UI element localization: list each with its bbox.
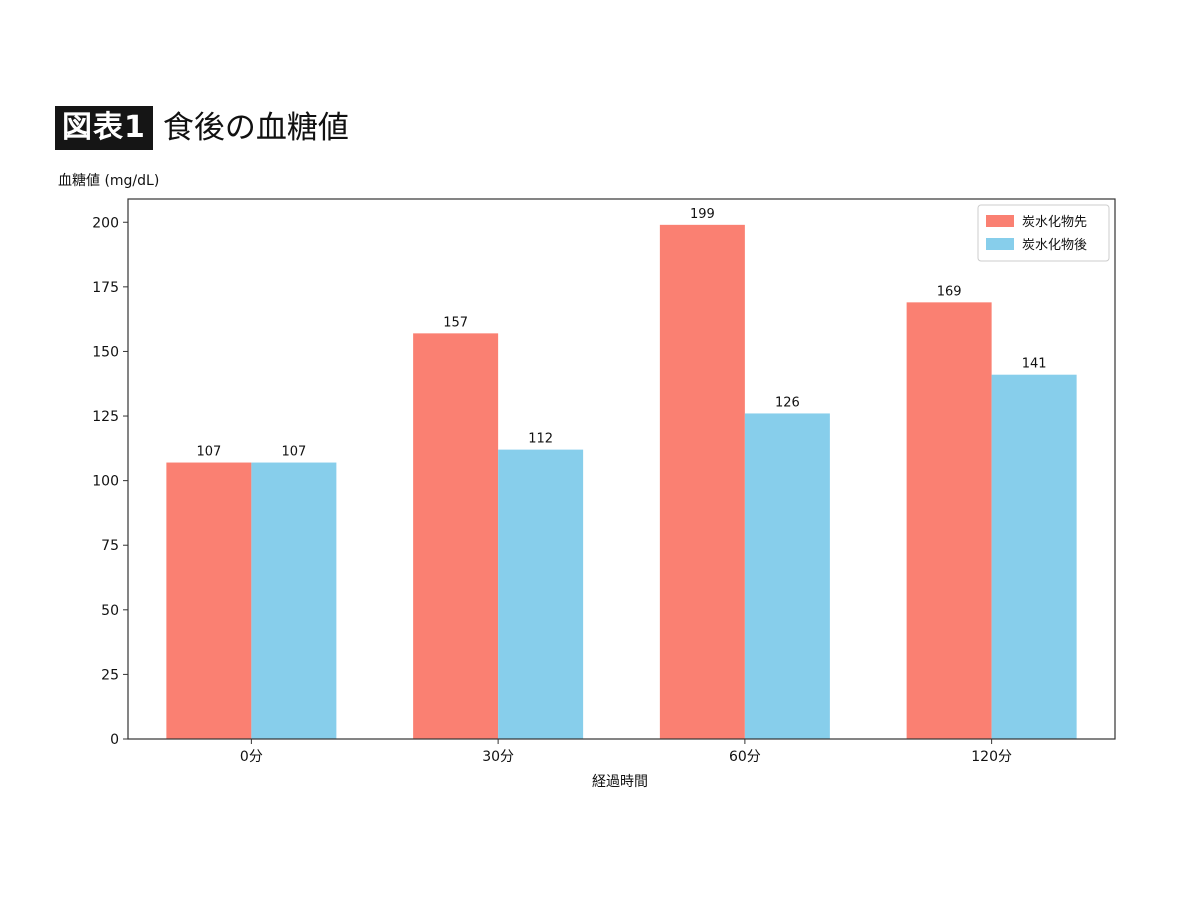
y-tick-label: 0 — [110, 732, 119, 748]
bar-data-label: 199 — [690, 207, 715, 222]
bar-series-2 — [251, 462, 337, 739]
bar-data-label: 107 — [196, 445, 221, 460]
bars-layer — [166, 224, 1077, 739]
bar-series-1 — [166, 462, 252, 739]
bar-data-label: 169 — [937, 284, 962, 299]
y-axis: 0 25 50 75 100 125 150 175 200 — [92, 215, 128, 748]
bar-data-label: 157 — [443, 315, 468, 330]
bar-series-1 — [413, 333, 499, 739]
y-tick-label: 25 — [101, 667, 119, 683]
y-tick-label: 75 — [101, 538, 119, 554]
plot-frame — [127, 198, 1116, 740]
bar-data-label: 141 — [1022, 357, 1047, 372]
bar-series-2 — [991, 374, 1077, 739]
y-tick-label: 175 — [92, 280, 119, 296]
y-tick-label: 50 — [101, 603, 119, 619]
x-tick-label: 30分 — [482, 749, 514, 765]
bar-data-label: 112 — [528, 432, 553, 447]
bar-series-2 — [744, 413, 830, 739]
figure-number-badge: 図表1 — [55, 106, 153, 150]
y-tick-label: 200 — [92, 215, 119, 231]
x-tick-label: 120分 — [971, 749, 1012, 765]
legend-label: 炭水化物先 — [1022, 215, 1087, 230]
x-tick-label: 0分 — [240, 749, 263, 765]
bar-data-label: 107 — [281, 445, 306, 460]
legend-label: 炭水化物後 — [1022, 238, 1087, 253]
data-labels-layer: 107 107 157 112 199 126 169 141 — [196, 207, 1046, 460]
bar-series-2 — [498, 449, 584, 739]
bar-series-1 — [659, 224, 745, 739]
bar-data-label: 126 — [775, 395, 800, 410]
y-tick-label: 150 — [92, 344, 119, 360]
y-tick-label: 100 — [92, 474, 119, 490]
x-axis: 0分 30分 60分 120分 — [240, 739, 1012, 765]
legend-swatch — [986, 215, 1014, 227]
x-tick-label: 60分 — [729, 749, 761, 765]
y-axis-label: 血糖値 (mg/dL) — [58, 173, 159, 189]
x-axis-label: 経過時間 — [592, 774, 648, 790]
figure-title: 食後の血糖値 — [162, 110, 349, 146]
figure-header: 図表1 食後の血糖値 — [55, 103, 349, 153]
bar-series-1 — [906, 302, 992, 739]
y-tick-label: 125 — [92, 409, 119, 425]
legend-swatch — [986, 238, 1014, 250]
